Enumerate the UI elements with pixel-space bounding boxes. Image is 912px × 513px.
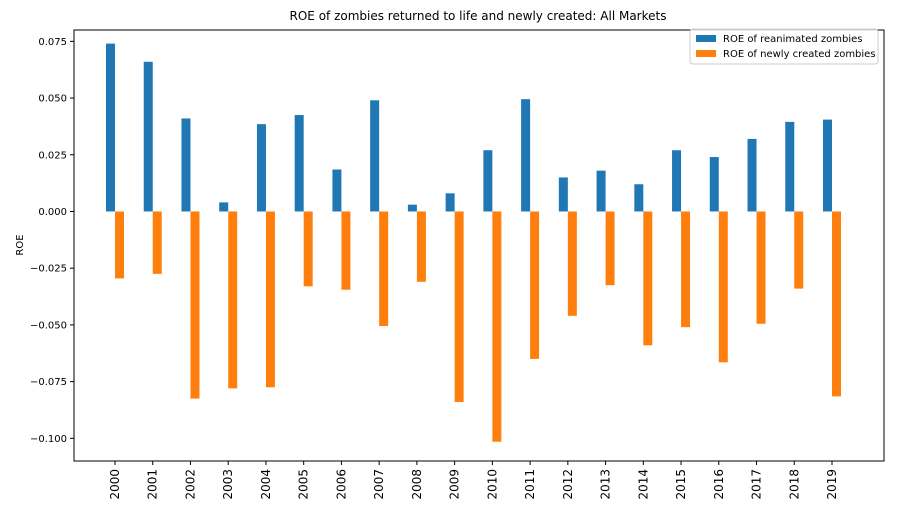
bar-new-2015 [681, 211, 691, 328]
x-ticks-group: 2000 2001 2002 2003 2004 2005 2006 2007 2008 2009… [108, 461, 839, 500]
x-tick-label: 2008 [410, 469, 424, 500]
chart-title: ROE of zombies returned to life and newl… [290, 9, 667, 23]
y-tick-label: 0.075 [38, 37, 67, 48]
y-tick-label: 0.050 [38, 94, 67, 105]
y-tick-label: −0.050 [30, 320, 67, 331]
bar-reanimated-2010 [483, 150, 493, 212]
bar-reanimated-2005 [294, 115, 304, 212]
bar-new-2008 [416, 211, 426, 282]
bar-reanimated-2003 [219, 202, 229, 212]
bar-new-2018 [794, 211, 804, 289]
y-tick-label: −0.100 [30, 434, 67, 445]
bar-reanimated-2012 [558, 177, 568, 212]
x-tick-label: 2010 [485, 469, 499, 500]
x-tick-label: 2009 [448, 469, 462, 500]
bar-new-2007 [379, 211, 389, 327]
bar-new-2017 [756, 211, 766, 324]
bar-reanimated-2014 [634, 184, 644, 212]
x-tick-label: 2011 [523, 469, 537, 500]
bar-new-2001 [152, 211, 162, 274]
bar-new-2003 [228, 211, 238, 389]
bar-new-2011 [530, 211, 540, 359]
bar-new-2019 [832, 211, 841, 397]
legend: ROE of reanimated zombies ROE of newly cr… [689, 28, 879, 65]
legend-swatch-reanimated [696, 35, 716, 42]
bar-new-2009 [454, 211, 464, 403]
x-tick-label: 2007 [372, 469, 386, 500]
bar-reanimated-2011 [521, 99, 531, 212]
x-tick-label: 2019 [825, 469, 839, 500]
x-tick-label: 2006 [334, 469, 348, 500]
bar-new-2010 [492, 211, 502, 442]
x-tick-label: 2012 [561, 469, 575, 500]
bar-reanimated-2006 [332, 169, 342, 212]
x-tick-label: 2015 [674, 469, 688, 500]
plot-frame [73, 29, 885, 462]
bar-new-2006 [341, 211, 351, 290]
bar-new-2016 [718, 211, 728, 363]
y-ticks-group: −0.100 −0.075 −0.050 −0.025 0.000 0.025 0.050 0… [30, 37, 74, 445]
x-tick-label: 2013 [599, 469, 613, 500]
bar-reanimated-2007 [370, 100, 380, 212]
y-tick-label: −0.025 [30, 264, 67, 275]
bar-reanimated-2018 [785, 121, 795, 212]
bar-reanimated-2004 [256, 124, 266, 212]
x-tick-label: 2017 [750, 469, 764, 500]
y-tick-label: 0.025 [38, 150, 67, 161]
bar-new-2005 [303, 211, 313, 287]
x-tick-label: 2018 [787, 469, 801, 500]
bars-group [106, 43, 841, 442]
x-tick-label: 2016 [712, 469, 726, 500]
legend-label-new: ROE of newly created zombies [723, 49, 876, 60]
bar-new-2014 [643, 211, 653, 346]
legend-label-reanimated: ROE of reanimated zombies [723, 34, 863, 45]
bar-new-2004 [265, 211, 275, 388]
bar-reanimated-2001 [143, 61, 153, 212]
y-axis-label: ROE [15, 234, 26, 255]
bar-reanimated-2009 [445, 193, 455, 212]
bar-reanimated-2013 [596, 170, 606, 212]
bar-new-2002 [190, 211, 200, 399]
x-tick-label: 2000 [108, 469, 122, 500]
bar-reanimated-2016 [709, 157, 719, 212]
bar-reanimated-2019 [823, 119, 832, 212]
bar-reanimated-2002 [181, 118, 191, 212]
bar-reanimated-2015 [672, 150, 682, 212]
x-tick-label: 2004 [259, 469, 273, 500]
x-tick-label: 2003 [221, 469, 235, 500]
bar-new-2012 [567, 211, 577, 316]
bar-new-2013 [605, 211, 615, 286]
bar-reanimated-2008 [407, 204, 417, 212]
x-tick-label: 2014 [636, 469, 650, 500]
bar-reanimated-2017 [747, 138, 757, 212]
legend-box [689, 28, 879, 65]
x-tick-label: 2002 [183, 469, 197, 500]
bar-reanimated-2000 [106, 43, 115, 212]
y-tick-label: 0.000 [38, 207, 67, 218]
x-tick-label: 2001 [146, 469, 160, 500]
bar-new-2000 [115, 211, 124, 279]
x-tick-label: 2005 [297, 469, 311, 500]
legend-swatch-new [696, 50, 716, 57]
y-tick-label: −0.075 [30, 377, 67, 388]
